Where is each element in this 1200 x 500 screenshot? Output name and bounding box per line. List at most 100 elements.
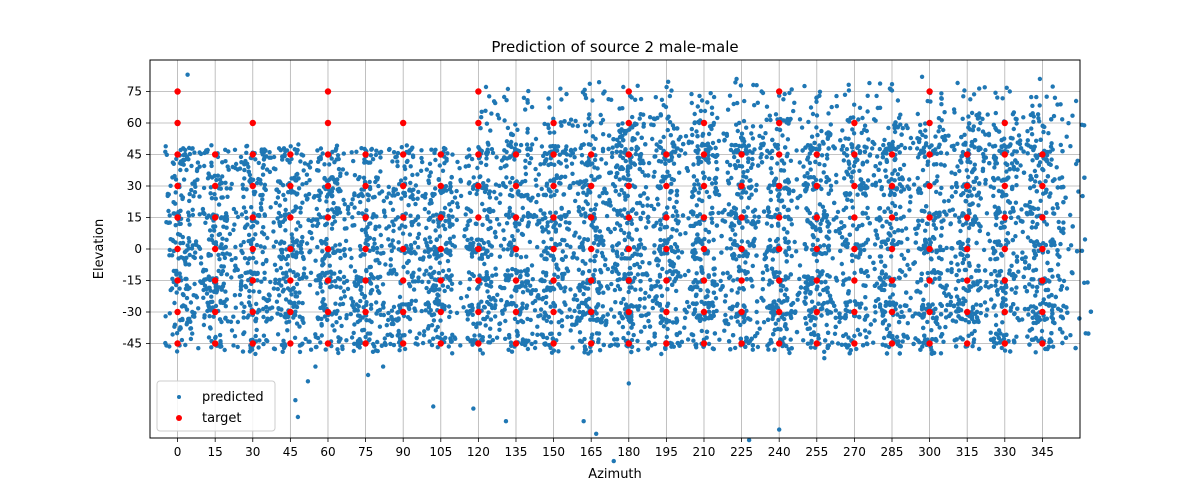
predicted-point <box>480 351 485 356</box>
predicted-point <box>480 201 485 207</box>
predicted-point <box>293 290 298 295</box>
predicted-point <box>921 297 926 302</box>
predicted-point <box>549 331 554 336</box>
predicted-point <box>246 232 252 238</box>
predicted-point <box>886 206 891 211</box>
predicted-point <box>863 295 868 300</box>
predicted-point <box>335 276 341 281</box>
predicted-point <box>349 255 354 261</box>
predicted-point <box>424 268 429 273</box>
predicted-point <box>817 161 822 167</box>
predicted-point <box>622 191 627 196</box>
predicted-point <box>560 276 565 282</box>
predicted-point <box>183 147 188 153</box>
predicted-point <box>999 304 1005 309</box>
predicted-point <box>570 255 575 260</box>
predicted-point <box>256 345 261 350</box>
predicted-point <box>627 177 633 183</box>
predicted-point <box>526 220 531 225</box>
predicted-point <box>246 164 251 170</box>
predicted-point <box>682 325 687 330</box>
predicted-point <box>281 192 286 198</box>
predicted-point <box>541 270 546 275</box>
predicted-point <box>435 334 440 340</box>
predicted-point <box>489 147 495 152</box>
predicted-point <box>238 243 244 248</box>
predicted-point <box>285 286 291 291</box>
predicted-point <box>532 345 538 351</box>
predicted-point <box>264 319 269 324</box>
predicted-point <box>962 267 968 273</box>
predicted-point <box>572 308 577 314</box>
predicted-point <box>367 179 372 185</box>
predicted-point <box>190 146 195 151</box>
predicted-point <box>636 347 641 353</box>
predicted-point <box>322 256 327 261</box>
predicted-point <box>368 153 374 158</box>
predicted-point <box>389 248 394 254</box>
predicted-point <box>571 251 576 256</box>
predicted-point <box>1079 248 1085 253</box>
predicted-point <box>782 292 788 297</box>
predicted-point <box>472 333 477 338</box>
predicted-point <box>525 316 530 322</box>
predicted-point <box>489 279 494 285</box>
predicted-point <box>484 183 489 189</box>
predicted-point <box>730 227 735 233</box>
predicted-point <box>538 307 544 312</box>
predicted-point <box>357 175 362 180</box>
predicted-point <box>695 144 700 149</box>
predicted-point <box>786 246 792 252</box>
predicted-point <box>220 268 226 274</box>
predicted-point <box>905 321 910 326</box>
predicted-point <box>992 165 997 170</box>
predicted-point <box>767 278 772 283</box>
predicted-point <box>1061 220 1066 225</box>
predicted-point <box>424 285 429 291</box>
predicted-point <box>422 249 428 254</box>
predicted-point <box>482 305 487 310</box>
predicted-point <box>253 319 258 324</box>
predicted-point <box>1068 243 1074 248</box>
predicted-point <box>485 254 491 260</box>
predicted-point <box>678 148 684 153</box>
predicted-point <box>548 178 553 183</box>
predicted-point <box>447 314 452 320</box>
predicted-point <box>553 229 558 234</box>
predicted-point <box>640 169 645 175</box>
predicted-point <box>622 207 627 212</box>
predicted-point <box>444 156 449 161</box>
predicted-point <box>1013 220 1019 226</box>
predicted-point <box>283 207 288 213</box>
predicted-point <box>232 334 238 339</box>
predicted-point <box>178 326 183 331</box>
predicted-point <box>857 305 863 310</box>
predicted-point <box>884 326 890 332</box>
predicted-point <box>184 295 190 301</box>
predicted-point <box>294 321 300 326</box>
predicted-point <box>486 310 491 315</box>
predicted-point <box>754 309 759 315</box>
predicted-point <box>319 316 324 322</box>
predicted-point <box>722 328 727 333</box>
predicted-point <box>908 146 913 151</box>
predicted-point <box>569 314 574 320</box>
predicted-point <box>555 274 561 280</box>
predicted-point <box>889 225 894 231</box>
predicted-point <box>411 287 417 292</box>
predicted-point <box>755 320 760 325</box>
predicted-point <box>209 163 214 169</box>
predicted-point <box>539 253 544 258</box>
predicted-point <box>336 156 341 162</box>
predicted-point <box>428 197 433 203</box>
predicted-point <box>202 315 207 320</box>
predicted-point <box>214 177 219 183</box>
predicted-point <box>365 242 371 248</box>
predicted-point <box>510 175 515 181</box>
predicted-point <box>274 187 279 192</box>
predicted-point <box>985 307 990 312</box>
predicted-point <box>815 237 820 243</box>
predicted-point <box>261 341 266 347</box>
predicted-point <box>886 333 891 339</box>
predicted-point <box>217 332 223 338</box>
